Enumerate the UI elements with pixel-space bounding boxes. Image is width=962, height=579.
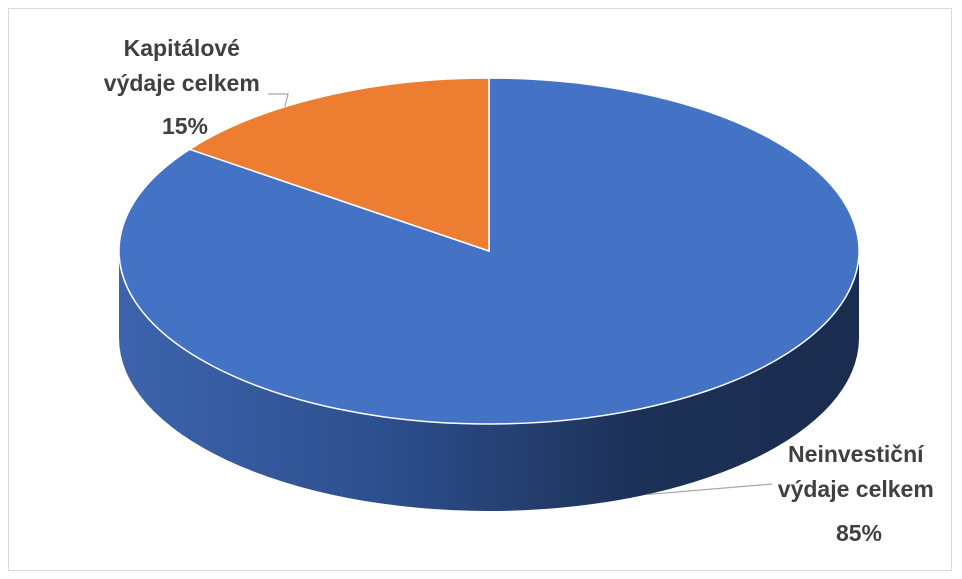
label-neinvesticni-line-1: Neinvestiční <box>788 441 925 467</box>
leader-line-neinvesticni <box>646 483 773 496</box>
label-neinvesticni-line-2: výdaje celkem <box>778 476 934 502</box>
data-label-neinvesticni: Neinvestiční výdaje celkem 85% <box>778 441 940 546</box>
pie-slice-kapitalove[interactable] <box>187 77 490 253</box>
label-neinvesticni-percent: 85% <box>836 520 882 546</box>
leader-line-kapitalove <box>268 93 289 107</box>
label-kapitalove-line-2: výdaje celkem <box>104 70 260 96</box>
label-kapitalove-line-1: Kapitálové <box>124 35 240 61</box>
label-kapitalove-percent: 15% <box>162 113 208 139</box>
pie-side-wall <box>119 251 859 511</box>
data-label-kapitalove: Kapitálové výdaje celkem 15% <box>104 35 266 139</box>
